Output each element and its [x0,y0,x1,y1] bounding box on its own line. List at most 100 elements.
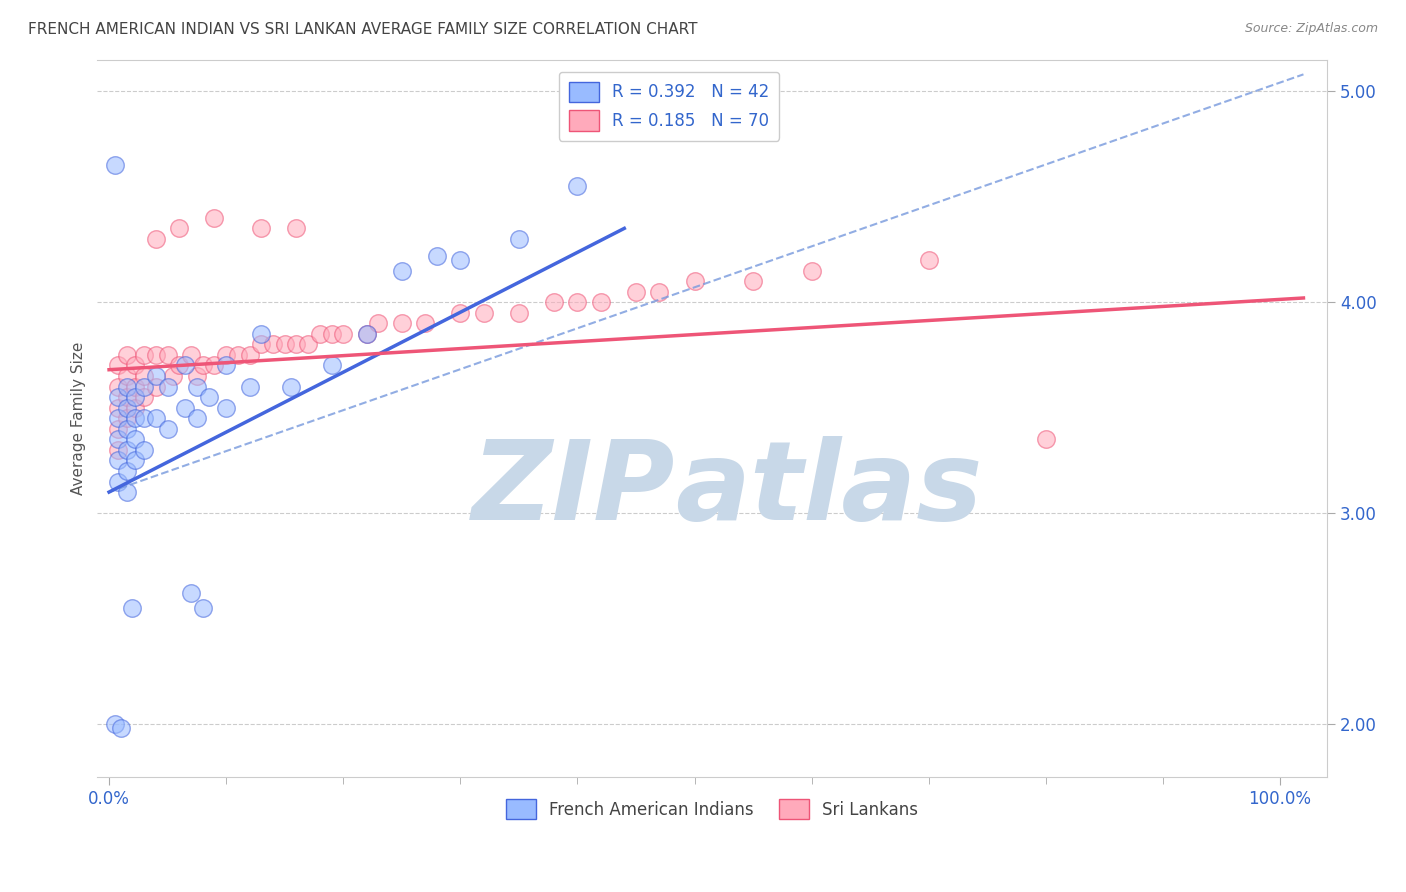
Point [262,337,284,351]
Point [107,390,129,404]
Point [226,348,249,362]
Point [115,401,138,415]
Point [107,359,129,373]
Point [134,411,156,425]
Point [115,485,138,500]
Point [250,221,273,235]
Point [589,295,612,310]
Point [169,221,191,235]
Point [124,359,146,373]
Point [191,601,214,615]
Legend: French American Indians, Sri Lankans: French American Indians, Sri Lankans [499,792,925,826]
Point [197,390,219,404]
Point [186,411,208,425]
Point [356,326,378,341]
Point [115,369,138,384]
Point [107,453,129,467]
Point [186,379,208,393]
Point [107,433,129,447]
Point [180,348,202,362]
Point [115,379,138,393]
Text: Source: ZipAtlas.com: Source: ZipAtlas.com [1244,22,1378,36]
Point [124,390,146,404]
Point [115,464,138,478]
Point [110,722,132,736]
Point [162,369,184,384]
Point [107,422,129,436]
Text: FRENCH AMERICAN INDIAN VS SRI LANKAN AVERAGE FAMILY SIZE CORRELATION CHART: FRENCH AMERICAN INDIAN VS SRI LANKAN AVE… [28,22,697,37]
Point [332,326,354,341]
Point [156,422,179,436]
Point [250,326,273,341]
Point [134,348,156,362]
Point [321,326,343,341]
Point [124,433,146,447]
Point [169,359,191,373]
Point [308,326,330,341]
Point [624,285,647,299]
Point [449,252,471,267]
Point [107,411,129,425]
Point [297,337,319,351]
Point [367,316,389,330]
Point [250,337,273,351]
Point [1035,433,1057,447]
Point [321,359,343,373]
Point [107,379,129,393]
Point [104,717,127,731]
Point [413,316,436,330]
Point [280,379,302,393]
Point [145,379,167,393]
Point [204,211,226,225]
Point [356,326,378,341]
Point [918,252,941,267]
Point [742,274,765,288]
Point [472,306,495,320]
Point [239,379,262,393]
Point [115,442,138,457]
Point [508,232,530,246]
Point [239,348,262,362]
Point [285,221,308,235]
Point [449,306,471,320]
Point [683,274,706,288]
Point [426,249,449,263]
Point [186,369,208,384]
Point [567,179,589,194]
Point [174,359,197,373]
Point [107,401,129,415]
Point [134,369,156,384]
Point [134,379,156,393]
Point [215,348,238,362]
Point [180,586,202,600]
Point [124,411,146,425]
Point [107,442,129,457]
Point [508,306,530,320]
Point [134,442,156,457]
Point [567,295,589,310]
Point [145,411,167,425]
Point [124,379,146,393]
Point [800,263,823,277]
Y-axis label: Average Family Size: Average Family Size [72,342,86,495]
Point [107,475,129,489]
Point [156,348,179,362]
Point [145,232,167,246]
Point [174,401,197,415]
Point [104,158,127,172]
Point [121,601,143,615]
Point [543,295,565,310]
Text: atlas: atlas [675,436,983,543]
Point [115,411,138,425]
Point [204,359,226,373]
Point [115,348,138,362]
Point [124,453,146,467]
Text: ZIP: ZIP [472,436,675,543]
Point [191,359,214,373]
Point [273,337,295,351]
Point [215,401,238,415]
Point [145,348,167,362]
Point [115,390,138,404]
Point [391,316,413,330]
Point [124,401,146,415]
